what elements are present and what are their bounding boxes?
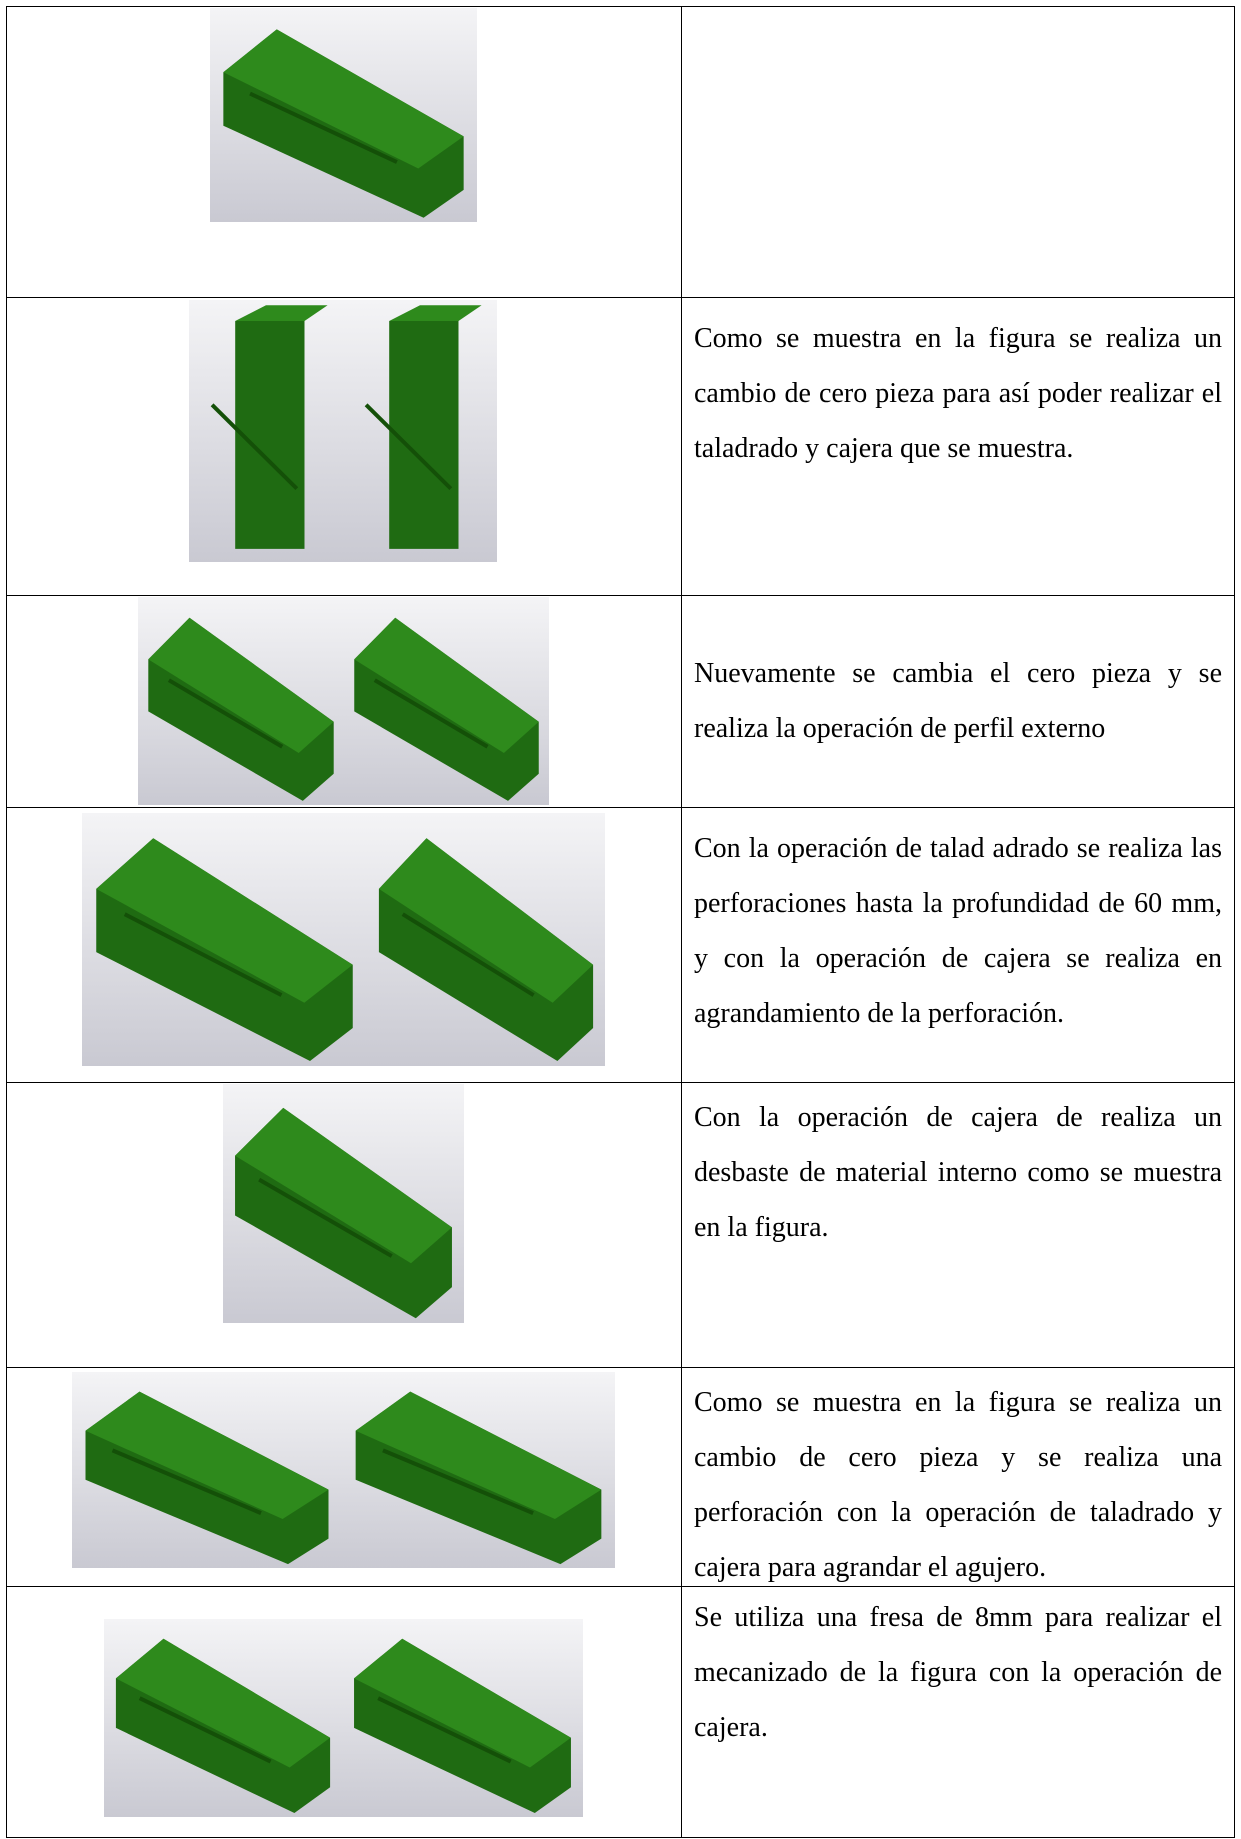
description-text: Se utiliza una fresa de 8mm para realiza… [694,1602,1222,1743]
table-border [1234,6,1235,1838]
render-image [342,1619,583,1817]
render-image [210,8,477,222]
render-image [223,1084,464,1323]
table-border [6,297,1235,298]
table-border [6,6,1235,7]
table-border [6,807,1235,808]
table-border [681,6,682,1838]
render-image [82,813,367,1066]
description-text: Nuevamente se cambia el cero pieza y se … [694,658,1222,744]
render-image [138,597,344,805]
description-text: Como se muestra en la figura se realiza … [694,323,1222,464]
description-text: Como se muestra en la figura se realiza … [694,1387,1222,1583]
description-text: Con la operación de cajera de realiza un… [694,1102,1222,1243]
render-image [344,597,549,805]
render-image [367,813,605,1066]
table-border [6,6,7,1838]
render-image [72,1372,342,1568]
table-border [6,1367,1235,1368]
render-image [343,300,497,562]
table-border [6,595,1235,596]
table-border [6,1082,1235,1083]
render-image [342,1372,615,1568]
table-border [6,1837,1235,1838]
table-border [6,1586,1235,1587]
render-image [104,1619,342,1817]
description-text: Con la operación de talad adrado se real… [694,833,1222,1029]
render-image [189,300,343,562]
